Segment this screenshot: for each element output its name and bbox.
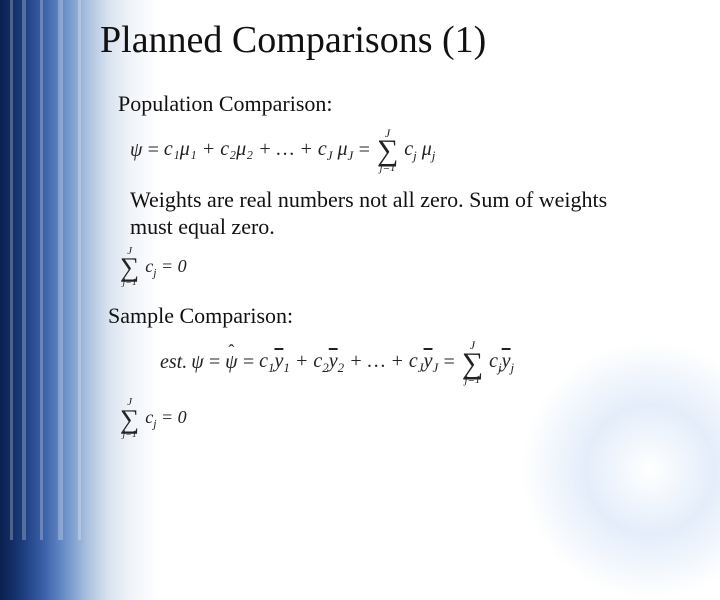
psi: ψ	[191, 351, 203, 374]
psi-hat: ψ	[225, 351, 237, 374]
slide: Planned Comparisons (1) Population Compa…	[0, 0, 720, 540]
yjbar: y	[502, 350, 511, 372]
plus1: +	[295, 350, 314, 372]
c2: c	[313, 350, 322, 372]
sum-lower: j=1	[380, 164, 396, 174]
population-formula: ψ = c₁μ₁ + c₂μ₂ + … + cJ μJ = J ∑ j=1 cj…	[130, 128, 680, 174]
sum-body: cj μj	[404, 138, 435, 164]
yj-sub: j	[511, 360, 515, 375]
sum-lower: j=1	[464, 376, 480, 386]
yJ-sub: J	[432, 360, 438, 375]
muJ-sub: J	[348, 148, 354, 163]
sample-terms: c1y1 + c2y2 + … + cJyJ	[259, 350, 438, 376]
rhs: = 0	[157, 256, 187, 276]
eq2: =	[242, 351, 256, 374]
y1bar: y	[274, 350, 283, 372]
y2-sub: 2	[338, 360, 345, 375]
eq-sum: =	[442, 351, 456, 374]
est-prefix: est.	[160, 351, 187, 374]
population-constraint: J ∑ j=1 cj = 0	[118, 247, 680, 289]
sample-formula: est. ψ = ψ = c1y1 + c2y2 + … + cJyJ = J …	[160, 340, 680, 386]
constraint-body: cj = 0	[145, 407, 186, 431]
plus2: + … +	[349, 350, 409, 372]
population-heading: Population Comparison:	[118, 90, 680, 118]
sum-lower: j=1	[122, 431, 136, 440]
weights-note: Weights are real numbers not all zero. S…	[130, 186, 650, 241]
summation: J ∑ j=1	[462, 340, 483, 386]
sigma-icon: ∑	[120, 408, 139, 431]
muj: μ	[417, 138, 432, 160]
constraint-body: cj = 0	[145, 256, 186, 280]
c1: c	[259, 350, 268, 372]
eq-sum: =	[357, 139, 371, 162]
cj: c	[489, 350, 498, 372]
summation: J ∑ j=1	[120, 398, 139, 440]
sample-constraint: J ∑ j=1 cj = 0	[118, 398, 680, 440]
sigma-icon: ∑	[462, 351, 483, 377]
linear-terms: c₁μ₁ + c₂μ₂ + … + cJ μJ	[164, 138, 353, 164]
terms-prefix: c₁μ₁ + c₂μ₂ + … + c	[164, 138, 327, 160]
y2bar: y	[329, 350, 338, 372]
cJ: c	[409, 350, 418, 372]
psi-symbol: ψ	[130, 139, 142, 162]
eq: =	[146, 139, 160, 162]
cj: c	[404, 138, 413, 160]
sum-body: cjyj	[489, 350, 514, 376]
muj-sub: j	[432, 148, 436, 163]
summation: J ∑ j=1	[120, 247, 139, 289]
muJ: μ	[333, 138, 348, 160]
sigma-icon: ∑	[377, 138, 398, 164]
y1-sub: 1	[283, 360, 290, 375]
rhs: = 0	[157, 407, 187, 427]
summation: J ∑ j=1	[377, 128, 398, 174]
slide-title: Planned Comparisons (1)	[100, 18, 680, 62]
sigma-icon: ∑	[120, 256, 139, 279]
sample-heading: Sample Comparison:	[108, 302, 680, 330]
eq1: =	[208, 351, 222, 374]
sum-lower: j=1	[122, 279, 136, 288]
